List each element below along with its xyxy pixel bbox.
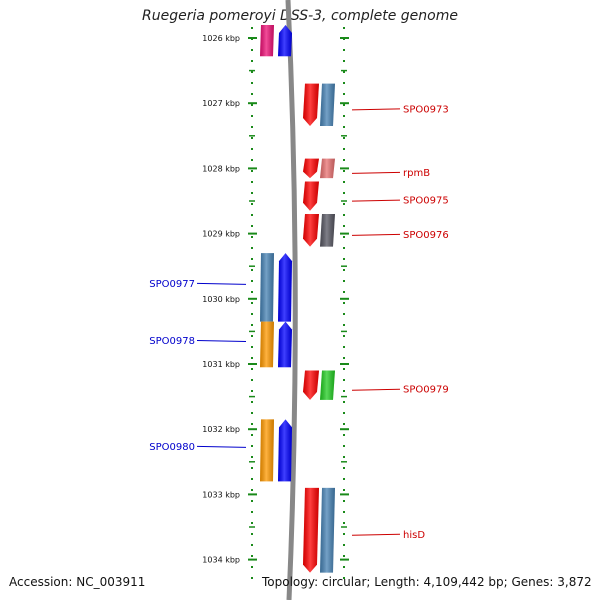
gene-label: SPO0977 — [149, 279, 195, 290]
accession-text: Accession: NC_003911 — [9, 575, 146, 589]
gene-label: rpmB — [403, 168, 430, 179]
gene-label-leader — [351, 533, 401, 536]
gene-arrow-shade — [278, 253, 292, 322]
gene-arrow-shade — [303, 214, 319, 247]
gene-arrow-shade — [278, 321, 292, 368]
map-title: Ruegeria pomeroyi DSS-3, complete genome — [142, 8, 458, 24]
tick-label: 1026 kbp — [202, 34, 240, 43]
tick-label: 1030 kbp — [202, 295, 240, 304]
gene-arrow-shade — [278, 24, 292, 57]
gene-arrow-shade — [303, 370, 319, 400]
gene-label-leader — [351, 171, 401, 174]
gene-arrow-shade — [278, 419, 292, 482]
gene-arrow-shade — [303, 83, 319, 127]
product-block-shade — [260, 253, 274, 322]
gene-label-leader — [351, 199, 401, 202]
gene-label-leader — [196, 282, 247, 285]
gene-label: SPO0979 — [403, 385, 449, 396]
tick-label: 1033 kbp — [202, 490, 240, 499]
product-block-shade — [320, 83, 335, 127]
product-block-shade — [320, 487, 335, 573]
gene-label-leader — [196, 339, 247, 342]
gene-arrow-shade — [303, 181, 319, 211]
tick-label: 1029 kbp — [202, 230, 240, 239]
gene-label: SPO0976 — [403, 230, 449, 241]
gene-label: SPO0975 — [403, 196, 449, 207]
product-block-shade — [320, 158, 335, 179]
tick-label: 1032 kbp — [202, 425, 240, 434]
tick-group: 1026 kbp 1027 kbp 1028 kbp 1029 kbp 1030 kbp… — [202, 34, 349, 565]
gene-label-leader — [351, 108, 401, 111]
tick-label: 1028 kbp — [202, 164, 240, 173]
gene-arrow-shade — [303, 158, 319, 179]
gene-label: SPO0973 — [403, 104, 449, 115]
gene-label-leader — [196, 445, 247, 448]
product-block-shade — [260, 24, 274, 57]
product-block-shade — [260, 321, 274, 368]
gene-label: SPO0978 — [149, 336, 195, 347]
gene-label-leader — [351, 233, 401, 236]
gene-label-group: SPO0973 rpmB SPO0975 SPO0976 SPO0977 SPO0978 S… — [149, 104, 448, 540]
gene-arrow-shade — [303, 487, 319, 573]
tick-label: 1034 kbp — [202, 556, 240, 565]
genome-summary-text: Topology: circular; Length: 4,109,442 bp… — [262, 575, 592, 589]
product-block-shade — [320, 370, 335, 400]
feature-group — [260, 24, 335, 573]
product-block-shade — [320, 214, 335, 247]
gene-label: hisD — [403, 530, 425, 541]
genome-backbone — [285, 0, 298, 600]
product-block-shade — [260, 419, 274, 482]
tick-label: 1031 kbp — [202, 360, 240, 369]
tick-label: 1027 kbp — [202, 99, 240, 108]
gene-label: SPO0980 — [149, 442, 195, 453]
gene-label-leader — [351, 388, 401, 391]
